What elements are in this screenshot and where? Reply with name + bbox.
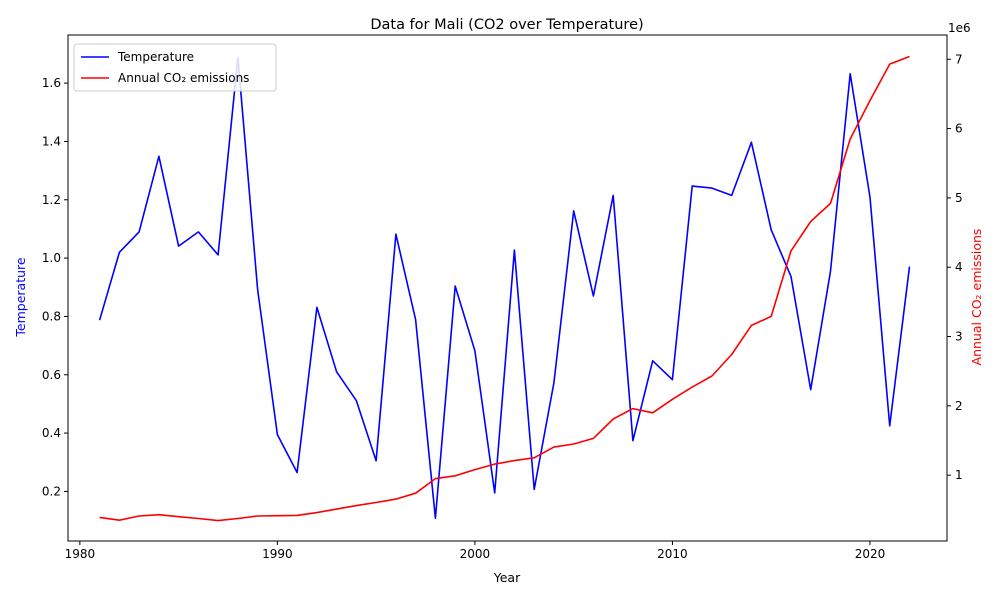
- y-left-tick-label: 0.2: [42, 484, 61, 498]
- y-right-tick-label: 5: [955, 191, 963, 205]
- y-right-tick-label: 3: [955, 330, 963, 344]
- y-right-tick-label: 6: [955, 122, 963, 136]
- x-axis-label: Year: [493, 570, 521, 585]
- y-left-tick-label: 0.6: [42, 368, 61, 382]
- y-right-tick-label: 2: [955, 399, 963, 413]
- x-tick-label: 1990: [262, 547, 293, 561]
- co2-emissions-line: [99, 55, 910, 522]
- y-right-axis-label: Annual CO₂ emissions: [969, 229, 984, 366]
- x-tick-label: 2020: [855, 547, 886, 561]
- y-left-tick-label: 1.2: [42, 193, 61, 207]
- x-tick-label: 2000: [460, 547, 491, 561]
- legend-box: [73, 43, 277, 92]
- y-left-axis-label: Temperature: [13, 257, 28, 337]
- y-left-tick-label: 1.0: [42, 251, 61, 265]
- y-left-tick-label: 0.4: [42, 426, 61, 440]
- y-left-tick-label: 0.8: [42, 309, 61, 323]
- chart-title: Data for Mali (CO2 over Temperature): [370, 17, 643, 33]
- y-left-tick-label: 1.4: [42, 134, 61, 148]
- y-right-axis-multiplier: 1e6: [948, 21, 971, 35]
- y-left-tick-label: 1.6: [42, 76, 61, 90]
- x-tick-label: 2010: [657, 547, 688, 561]
- legend: Temperature Annual CO₂ emissions: [73, 43, 277, 92]
- x-tick-label: 1980: [65, 547, 96, 561]
- y-right-tick-label: 1: [955, 468, 963, 482]
- tick-layer: 1980 1990 2000 2010 2020 0.2 0.4 0.6 0.8 1.0 1.2 1.…: [42, 52, 963, 561]
- y-right-tick-label: 4: [955, 260, 963, 274]
- plot-frame: [67, 34, 948, 542]
- legend-label: Annual CO₂ emissions: [118, 71, 249, 85]
- y-right-tick-label: 7: [955, 52, 963, 66]
- legend-label: Temperature: [117, 50, 194, 64]
